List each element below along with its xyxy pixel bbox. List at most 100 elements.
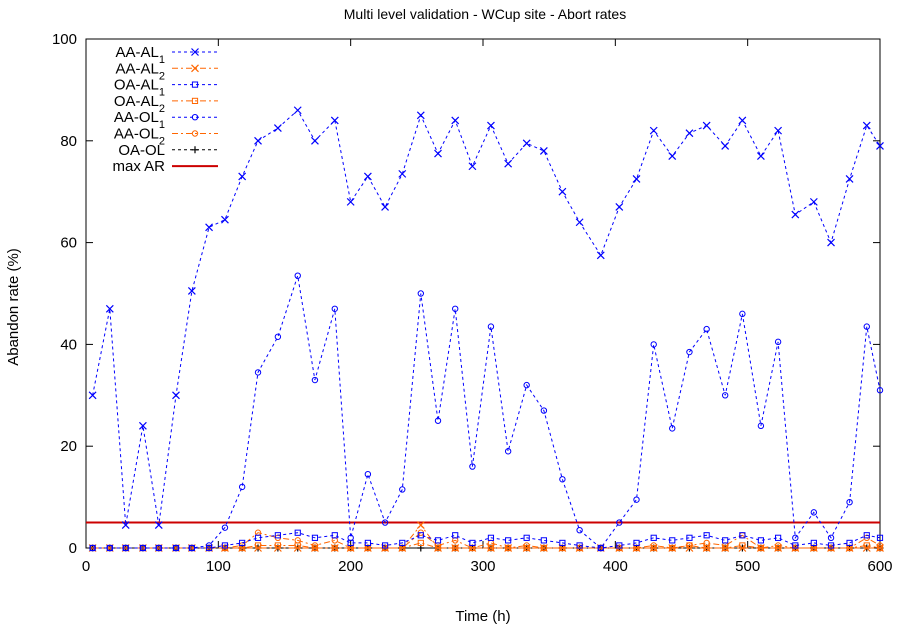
data-point xyxy=(862,544,871,552)
data-point xyxy=(669,425,676,432)
data-point xyxy=(757,422,765,430)
data-point xyxy=(809,197,818,206)
data-point xyxy=(451,544,460,552)
y-tick-label: 60 xyxy=(60,235,77,252)
legend-item: max AR xyxy=(112,158,218,175)
data-point xyxy=(810,539,817,547)
legend-item: AA-AL1 xyxy=(116,44,218,66)
legend-label: AA-AL1 xyxy=(116,44,165,66)
data-point xyxy=(239,539,246,547)
legend-item: AA-OL2 xyxy=(114,126,218,148)
data-point xyxy=(721,392,729,399)
data-point xyxy=(399,486,406,493)
data-point xyxy=(122,544,129,552)
data-point xyxy=(487,534,495,541)
data-point xyxy=(434,537,442,544)
data-point xyxy=(702,121,711,130)
data-point xyxy=(416,111,425,120)
data-point xyxy=(539,147,548,155)
series-line xyxy=(92,524,880,549)
y-tick-label: 40 xyxy=(60,336,77,353)
data-point xyxy=(539,544,548,552)
data-point xyxy=(863,323,870,330)
x-tick-label: 400 xyxy=(603,558,628,575)
data-point xyxy=(650,544,657,552)
y-tick-label: 80 xyxy=(60,133,77,150)
legend-item: AA-OL1 xyxy=(114,109,218,131)
data-point xyxy=(155,544,162,552)
data-point xyxy=(205,542,213,549)
data-point xyxy=(523,381,530,389)
data-point xyxy=(845,175,854,183)
x-tick-label: 500 xyxy=(735,558,760,575)
data-point xyxy=(616,519,623,526)
data-point xyxy=(876,387,884,394)
data-point xyxy=(294,272,301,279)
data-point xyxy=(381,203,389,211)
data-point xyxy=(827,534,835,542)
data-point xyxy=(331,305,338,312)
plot-frame xyxy=(85,38,881,549)
data-point xyxy=(381,542,389,549)
x-tick-label: 300 xyxy=(470,558,495,575)
data-point xyxy=(487,121,495,130)
data-point xyxy=(330,544,339,552)
data-point xyxy=(187,287,196,295)
data-point xyxy=(331,537,338,544)
data-point xyxy=(702,544,711,552)
legend-label: max AR xyxy=(112,158,165,175)
y-tick-label: 0 xyxy=(69,540,77,557)
data-point xyxy=(792,534,799,542)
data-point xyxy=(254,544,262,552)
data-point xyxy=(774,338,782,346)
data-point xyxy=(669,537,676,544)
data-point xyxy=(172,544,180,552)
data-point xyxy=(417,532,424,539)
data-point xyxy=(416,521,425,530)
data-point xyxy=(364,539,371,547)
data-point xyxy=(399,539,406,547)
data-point xyxy=(205,223,213,232)
data-point xyxy=(363,172,372,181)
data-point xyxy=(254,136,262,145)
data-point xyxy=(774,126,783,135)
data-point xyxy=(311,534,319,541)
y-tick-label: 100 xyxy=(52,31,77,48)
data-point xyxy=(862,121,871,130)
data-point xyxy=(238,483,246,491)
data-point xyxy=(540,407,548,414)
plot-area xyxy=(85,38,881,549)
data-point xyxy=(154,521,163,530)
x-tick-label: 600 xyxy=(867,558,892,575)
data-point xyxy=(559,539,566,547)
data-point xyxy=(810,509,818,516)
data-point xyxy=(505,537,512,544)
data-point xyxy=(876,544,884,552)
series-line xyxy=(92,275,881,549)
data-point xyxy=(468,162,477,171)
data-point xyxy=(469,539,476,547)
data-point xyxy=(254,534,262,541)
data-point xyxy=(596,251,605,260)
data-point xyxy=(221,542,229,549)
data-point xyxy=(685,544,694,552)
legend-marker xyxy=(191,97,199,105)
series-aa-ol-1 xyxy=(89,272,884,552)
data-point xyxy=(381,519,389,526)
data-point xyxy=(469,463,476,470)
data-point xyxy=(616,542,623,549)
x-tick-label: 200 xyxy=(338,558,363,575)
legend-label: OA-AL2 xyxy=(114,93,165,115)
data-point xyxy=(686,348,693,356)
data-point xyxy=(668,544,677,552)
legend-marker xyxy=(191,146,199,154)
data-point xyxy=(559,476,566,483)
data-point xyxy=(121,521,130,530)
data-point xyxy=(504,448,512,455)
data-point xyxy=(703,325,710,333)
data-point xyxy=(138,421,147,430)
data-point xyxy=(434,544,442,552)
legend-label: AA-OL1 xyxy=(114,109,165,131)
data-point xyxy=(738,544,747,552)
